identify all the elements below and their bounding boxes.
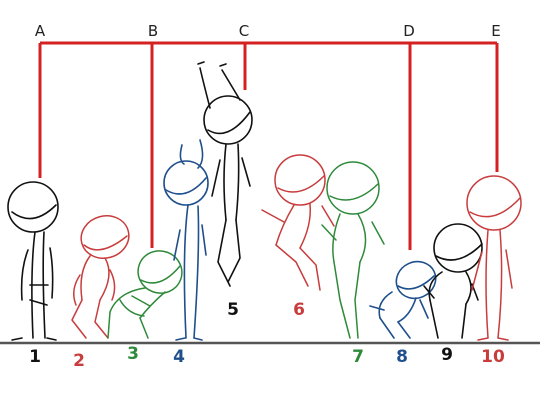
figure-pose-8 [369, 260, 437, 339]
figure-pose-4 [163, 139, 209, 341]
keyframe-label-e: E [491, 22, 500, 40]
figure-pose-7 [321, 161, 385, 339]
keyframe-label-a: A [35, 22, 46, 40]
frame-number-7: 7 [352, 347, 364, 367]
figure-pose-3 [107, 250, 183, 339]
frame-number-6: 6 [293, 300, 305, 320]
keyframe-label-b: B [148, 22, 158, 40]
keyframe-label-d: D [403, 22, 415, 40]
frame-number-5: 5 [227, 300, 239, 320]
figure-pose-9 [423, 223, 483, 339]
frame-number-2: 2 [73, 351, 85, 371]
figure-pose-10 [466, 175, 522, 341]
figure-pose-5 [197, 61, 253, 287]
frame-number-1: 1 [29, 347, 41, 367]
figure-pose-1 [7, 181, 59, 341]
frame-number-9: 9 [441, 345, 453, 365]
figure-pose-6 [261, 154, 335, 291]
keyframe-label-c: C [239, 22, 249, 40]
frame-number-3: 3 [127, 344, 139, 364]
figure-pose-2 [71, 215, 130, 339]
keyframe-bracket [38, 41, 499, 250]
frame-number-10: 10 [481, 347, 505, 367]
frame-number-8: 8 [396, 347, 408, 367]
frame-number-4: 4 [173, 347, 185, 367]
